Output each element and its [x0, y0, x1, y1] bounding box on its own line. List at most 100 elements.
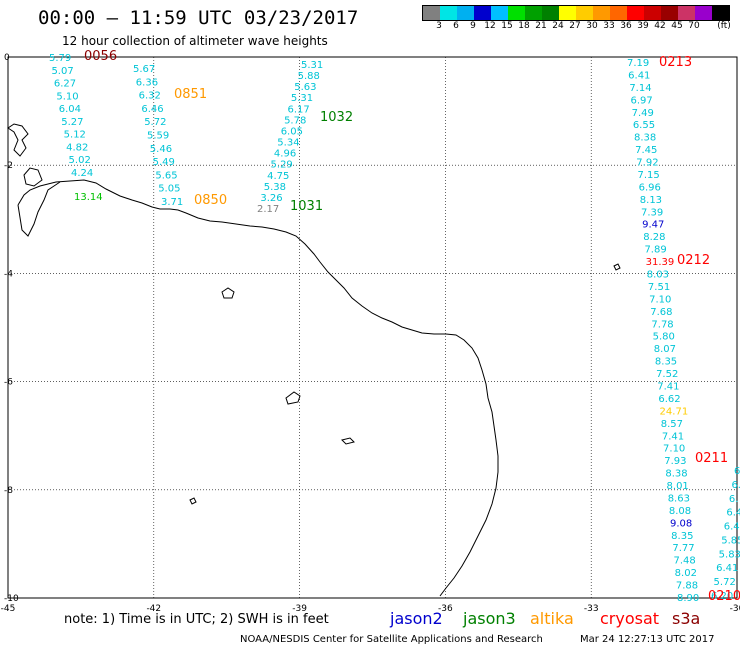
island — [613, 263, 621, 271]
x-axis-label: -36 — [438, 604, 453, 614]
y-axis-label: -6 — [4, 378, 13, 388]
track-a-value: 5.02 — [69, 155, 91, 166]
island — [189, 497, 197, 505]
map-title: 00:00 – 11:59 UTC 03/23/2017 — [38, 7, 359, 29]
track-c-value: 5.63 — [294, 82, 316, 93]
track-c-value: 2.17 — [257, 204, 279, 215]
track-d-value: 7.45 — [635, 145, 657, 156]
scale-swatch — [627, 6, 644, 20]
track-a-value: 5.10 — [56, 91, 78, 102]
track-c-value: 5.38 — [264, 182, 286, 193]
x-axis-label: -42 — [146, 604, 161, 614]
scale-swatch — [525, 6, 542, 20]
track-a-value: 5.07 — [51, 66, 73, 77]
pass-time-label: 0210 — [708, 589, 740, 604]
track-d-value: 6.62 — [658, 394, 680, 405]
map-frame — [7, 56, 738, 599]
track-b-value: 6.32 — [139, 91, 161, 102]
track-d-value: 8.08 — [669, 506, 691, 517]
track-d-value: 8.28 — [643, 232, 665, 243]
scale-swatch — [610, 6, 627, 20]
track-a-value: 6.04 — [59, 104, 81, 115]
satellite-legend-item: jason2 — [390, 609, 443, 628]
track-e-value: 6. — [729, 494, 739, 505]
pass-time-label: 1031 — [290, 199, 323, 214]
track-c-value: 5.31 — [301, 60, 323, 71]
track-e-value: 6.20 — [711, 591, 733, 602]
satellite-legend-item: s3a — [672, 609, 701, 628]
scale-swatch — [542, 6, 559, 20]
scale-label: 42 — [654, 21, 666, 31]
track-d-value: 7.52 — [656, 369, 678, 380]
track-b-value: 5.05 — [158, 184, 180, 195]
x-axis-label: -39 — [292, 604, 307, 614]
track-d-value: 8.35 — [671, 531, 693, 542]
track-d-value: 7.10 — [649, 294, 671, 305]
track-d-value: 31.39 — [646, 257, 675, 268]
y-axis-label: -8 — [4, 486, 13, 496]
track-d-value: 7.48 — [674, 556, 696, 567]
track-a-value: 5.12 — [64, 130, 86, 141]
scale-label: 15 — [501, 21, 513, 31]
x-axis-label: -45 — [1, 604, 16, 614]
track-d-value: 7.19 — [627, 58, 649, 69]
track-b-value: 5.46 — [150, 144, 172, 155]
track-c-value: 3.26 — [260, 193, 282, 204]
track-b-value: 5.65 — [155, 170, 177, 181]
track-d-value: 7.41 — [662, 431, 684, 442]
track-d-value: 8.35 — [655, 357, 677, 368]
y-axis-label: -4 — [4, 269, 13, 279]
track-d-value: 7.93 — [664, 456, 686, 467]
track-d-value: 9.08 — [670, 518, 692, 529]
track-e-value: 6. — [731, 480, 740, 491]
scale-label: 39 — [637, 21, 649, 31]
pass-time-label: 0850 — [194, 193, 227, 208]
track-d-value: 8.90 — [677, 593, 699, 604]
scale-swatch — [576, 6, 593, 20]
color-scale-labels: 3 6 9 12 15 18 21 24 27 30 33 36 39 42 45 70 (ft) — [422, 21, 731, 33]
footnote: note: 1) Time is in UTC; 2) SWH is in fe… — [64, 612, 329, 627]
scale-label: 9 — [470, 21, 476, 31]
scale-label: 12 — [484, 21, 496, 31]
coastline — [17, 179, 499, 597]
track-a-value: 5.27 — [61, 117, 83, 128]
scale-swatch — [491, 6, 508, 20]
pass-time-label: 0213 — [659, 55, 692, 70]
track-a-value: 4.82 — [66, 142, 88, 153]
track-a-value: 4.24 — [71, 168, 93, 179]
y-axis-label: -10 — [4, 594, 19, 604]
track-d-value: 7.15 — [637, 170, 659, 181]
scale-label: 33 — [603, 21, 615, 31]
track-e-value: 6 — [734, 466, 740, 477]
pass-time-label: 0056 — [84, 49, 117, 64]
coastal-island — [7, 123, 29, 157]
track-d-value: 24.71 — [660, 406, 689, 417]
track-d-value: 7.49 — [632, 108, 654, 119]
x-axis-label: -33 — [584, 604, 599, 614]
track-d-value: 8.57 — [661, 419, 683, 430]
track-c-value: 5.88 — [298, 71, 320, 82]
scale-swatch — [695, 6, 712, 20]
track-b-value: 5.67 — [133, 64, 155, 75]
wave-height-color-scale — [422, 5, 730, 21]
scale-label: 24 — [552, 21, 564, 31]
track-d-value: 9.47 — [642, 220, 664, 231]
track-d-value: 7.14 — [629, 83, 651, 94]
track-d-value: 8.01 — [667, 481, 689, 492]
satellite-legend-item: jason3 — [463, 609, 516, 628]
track-d-value: 8.07 — [654, 344, 676, 355]
track-d-value: 7.92 — [636, 158, 658, 169]
track-d-value: 6.96 — [639, 182, 661, 193]
track-c-value: 6.17 — [287, 104, 309, 115]
track-d-value: 5.80 — [653, 332, 675, 343]
track-e-value: 5.85 — [721, 535, 740, 546]
track-d-value: 7.10 — [663, 444, 685, 455]
scale-label: 18 — [518, 21, 530, 31]
scale-swatch — [644, 6, 661, 20]
credit-line: NOAA/NESDIS Center for Satellite Applica… — [240, 634, 543, 645]
track-d-value: 8.02 — [675, 568, 697, 579]
pass-time-label: 0211 — [695, 451, 728, 466]
satellite-legend-item: altika — [530, 609, 574, 628]
track-d-value: 8.13 — [640, 195, 662, 206]
scale-unit-label: (ft) — [717, 21, 731, 31]
